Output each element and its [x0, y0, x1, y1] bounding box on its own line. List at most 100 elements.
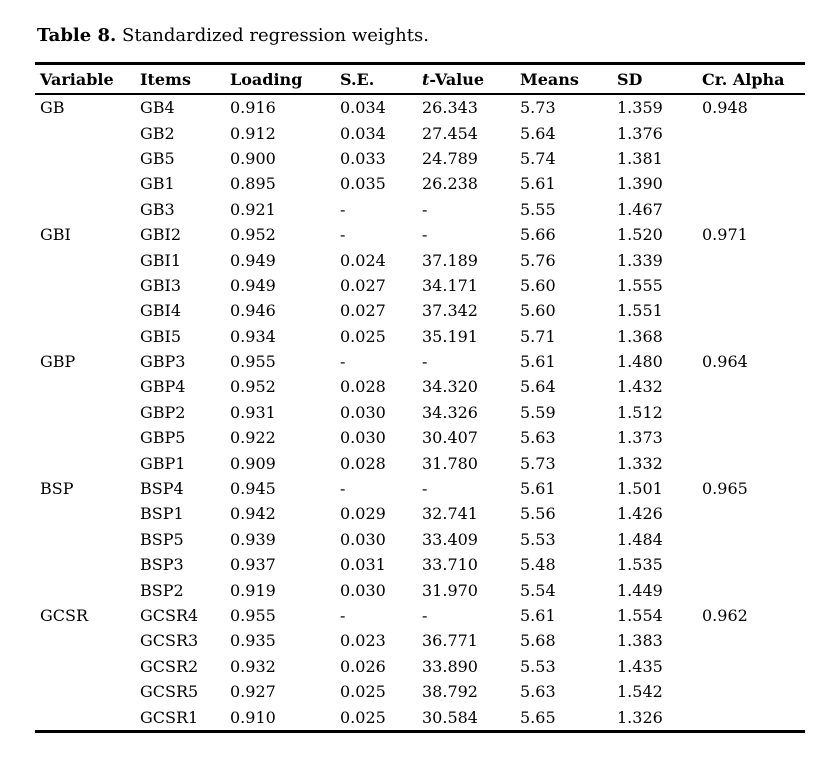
cell-sd: 1.467	[617, 199, 663, 219]
cell-means: 5.54	[520, 580, 556, 600]
column-header-variable: Variable	[40, 69, 114, 89]
cell-cr-alpha	[697, 654, 805, 679]
cell-t-value: 34.326	[422, 402, 478, 422]
cell-se: 0.029	[340, 504, 386, 524]
cell-cr-alpha	[697, 704, 805, 731]
cell-t-value: -	[422, 225, 428, 245]
cell-se: 0.027	[340, 301, 386, 321]
cell-item: GB1	[140, 174, 175, 194]
cell-t-value: -	[422, 199, 428, 219]
cell-means: 5.71	[520, 326, 556, 346]
cell-se: 0.034	[340, 98, 386, 118]
table-row: BSP1 0.942 0.029 32.741 5.56 1.426	[35, 501, 805, 526]
cell-means: 5.63	[520, 682, 556, 702]
cell-cr-alpha: 0.964	[702, 352, 748, 372]
cell-cr-alpha	[697, 324, 805, 349]
table-row: GB1 0.895 0.035 26.238 5.61 1.390	[35, 171, 805, 196]
cell-cr-alpha	[697, 527, 805, 552]
cell-means: 5.65	[520, 707, 556, 727]
cell-loading: 0.955	[230, 352, 276, 372]
cell-item: GBI3	[140, 275, 182, 295]
cell-loading: 0.927	[230, 682, 276, 702]
cell-loading: 0.931	[230, 402, 276, 422]
cell-cr-alpha	[697, 679, 805, 704]
cell-loading: 0.922	[230, 428, 276, 448]
cell-se: -	[340, 606, 346, 625]
cell-loading: 0.935	[230, 631, 276, 651]
cell-means: 5.60	[520, 275, 556, 295]
cell-loading: 0.952	[230, 225, 276, 245]
cell-cr-alpha	[697, 374, 805, 399]
cell-loading: 0.900	[230, 148, 276, 168]
cell-variable	[35, 425, 135, 450]
table-row: GCSR2 0.932 0.026 33.890 5.53 1.435	[35, 654, 805, 679]
cell-item: GCSR4	[140, 606, 199, 625]
cell-cr-alpha	[697, 197, 805, 222]
cell-means: 5.55	[520, 199, 556, 219]
cell-sd: 1.359	[617, 98, 663, 118]
cell-sd: 1.332	[617, 453, 663, 473]
cell-t-value: 34.171	[422, 275, 478, 295]
cell-sd: 1.535	[617, 555, 663, 575]
table-caption: Table 8. Standardized regression weights…	[37, 25, 838, 47]
cell-sd: 1.383	[617, 631, 663, 651]
cell-variable: GBI	[40, 225, 71, 245]
column-header-means: Means	[520, 69, 579, 89]
cell-loading: 0.949	[230, 275, 276, 295]
cell-sd: 1.426	[617, 504, 663, 524]
cell-means: 5.59	[520, 402, 556, 422]
cell-t-value: 37.189	[422, 250, 478, 270]
cell-sd: 1.435	[617, 656, 663, 676]
cell-loading: 0.937	[230, 555, 276, 575]
cell-se: 0.024	[340, 250, 386, 270]
cell-means: 5.53	[520, 529, 556, 549]
cell-cr-alpha	[697, 298, 805, 323]
cell-se: 0.030	[340, 529, 386, 549]
cell-variable	[35, 171, 135, 196]
cell-variable	[35, 146, 135, 171]
cell-variable	[35, 324, 135, 349]
cell-t-value: 33.409	[422, 529, 478, 549]
cell-se: 0.034	[340, 123, 386, 143]
cell-loading: 0.939	[230, 529, 276, 549]
cell-means: 5.68	[520, 631, 556, 651]
cell-sd: 1.520	[617, 225, 663, 245]
cell-se: -	[340, 199, 346, 219]
cell-sd: 1.555	[617, 275, 663, 295]
cell-cr-alpha	[697, 425, 805, 450]
cell-item: BSP4	[140, 479, 184, 499]
cell-item: GCSR3	[140, 631, 199, 651]
cell-variable: GBP	[40, 352, 76, 372]
table-row: GCSR3 0.935 0.023 36.771 5.68 1.383	[35, 628, 805, 653]
cell-t-value: 34.320	[422, 377, 478, 397]
table-row: GCSR GCSR4 0.955 - - 5.61 1.554 0.962	[35, 603, 805, 628]
cell-variable: BSP	[40, 479, 74, 499]
cell-item: GB2	[140, 123, 175, 143]
cell-loading: 0.949	[230, 250, 276, 270]
regression-weights-table: Variable Items Loading S.E. t-Value Mean…	[35, 62, 805, 733]
cell-sd: 1.554	[617, 606, 663, 625]
cell-sd: 1.376	[617, 123, 663, 143]
cell-means: 5.74	[520, 148, 556, 168]
cell-variable	[35, 247, 135, 272]
cell-se: 0.025	[340, 707, 386, 727]
column-header-sd: SD	[617, 69, 643, 89]
cell-t-value: 27.454	[422, 123, 478, 143]
cell-variable	[35, 450, 135, 475]
table-row: GCSR5 0.927 0.025 38.792 5.63 1.542	[35, 679, 805, 704]
cell-item: GCSR1	[140, 707, 199, 727]
cell-sd: 1.326	[617, 707, 663, 727]
cell-item: GBP2	[140, 402, 186, 422]
table-row: BSP2 0.919 0.030 31.970 5.54 1.449	[35, 577, 805, 602]
cell-cr-alpha	[697, 146, 805, 171]
cell-se: 0.035	[340, 174, 386, 194]
table-row: GBP GBP3 0.955 - - 5.61 1.480 0.964	[35, 349, 805, 374]
cell-cr-alpha	[697, 400, 805, 425]
cell-sd: 1.480	[617, 352, 663, 372]
cell-t-value: -	[422, 352, 428, 372]
cell-t-value: 31.780	[422, 453, 478, 473]
cell-sd: 1.551	[617, 301, 663, 321]
cell-cr-alpha	[697, 120, 805, 145]
cell-variable: GCSR	[40, 606, 89, 625]
